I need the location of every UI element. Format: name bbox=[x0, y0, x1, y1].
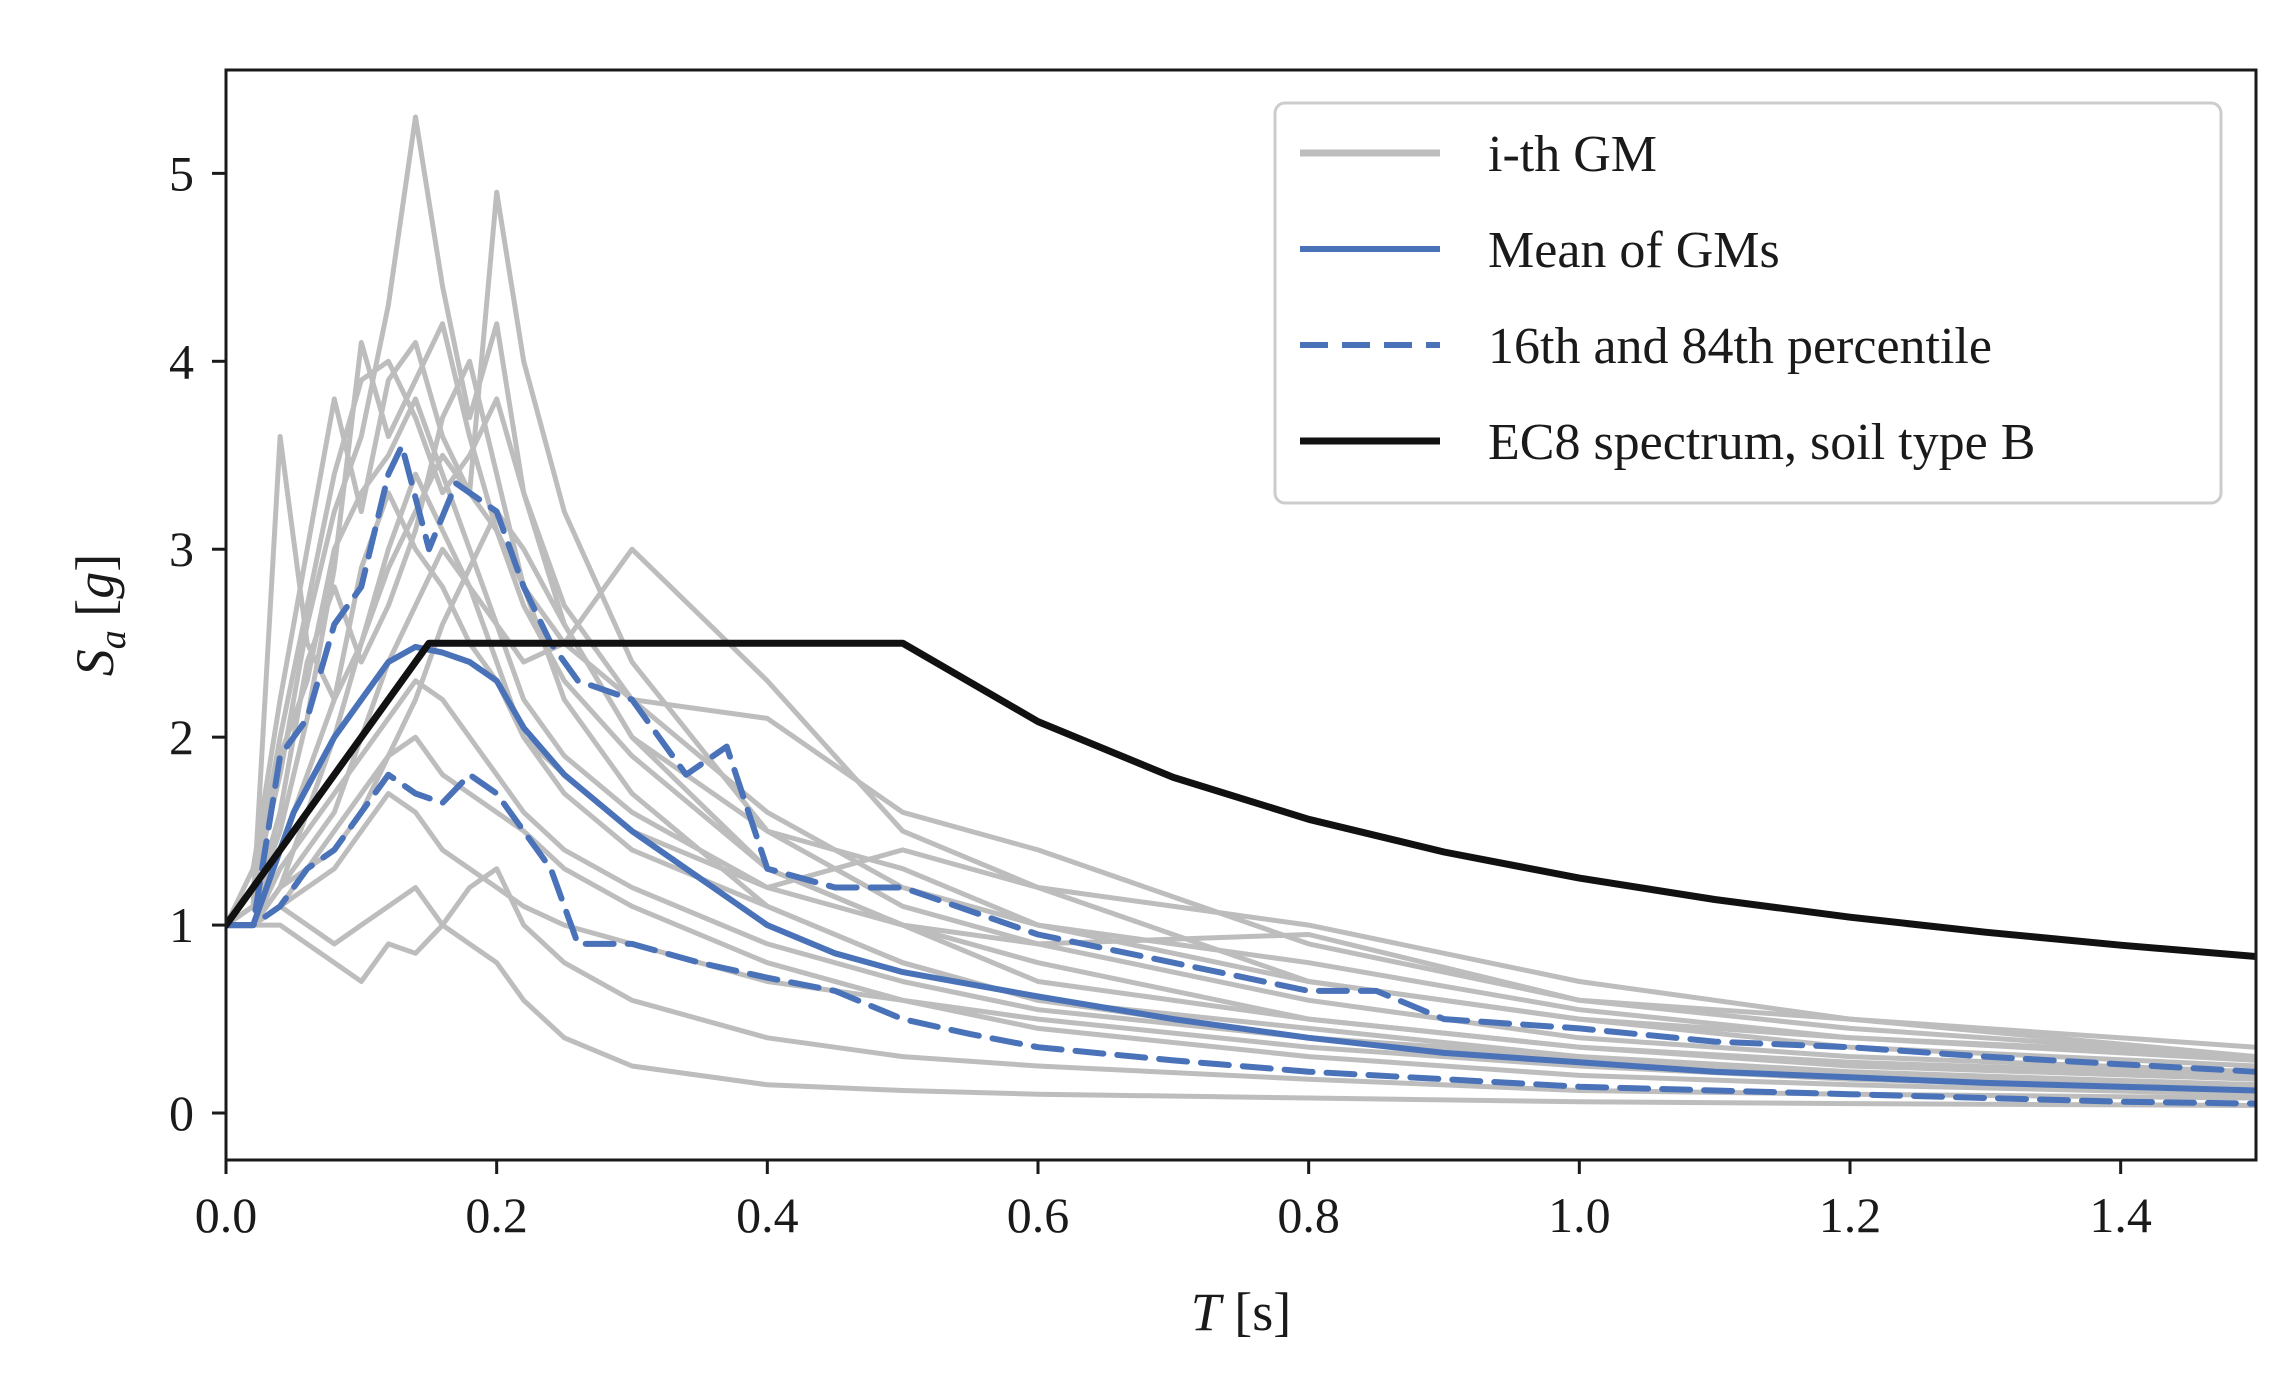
legend: i-th GM Mean of GMs 16th and 84th percen… bbox=[1273, 101, 2223, 505]
percentile-series-line-2 bbox=[226, 771, 2256, 1107]
x-tick-label: 0.6 bbox=[1007, 1187, 1070, 1243]
y-tick-label: 3 bbox=[169, 521, 194, 577]
ec8-spectrum-line bbox=[226, 639, 2256, 960]
x-tick-label: 0.8 bbox=[1277, 1187, 1340, 1243]
x-tick-label: 1.2 bbox=[1819, 1187, 1882, 1243]
legend-label-percentile: 16th and 84th percentile bbox=[1488, 318, 1992, 375]
gm-series-line-16 bbox=[226, 791, 2256, 1093]
gm-series-line-6 bbox=[226, 885, 2256, 1108]
gm-series-line-10 bbox=[226, 678, 2256, 1088]
y-axis-label: Sa [g] bbox=[65, 554, 134, 676]
x-axis-label: T [s] bbox=[1191, 1282, 1292, 1342]
x-tick-label: 0.2 bbox=[465, 1187, 528, 1243]
y-axis-ticks: 0 1 2 3 4 5 bbox=[169, 145, 226, 1141]
x-tick-label: 0.0 bbox=[195, 1187, 258, 1243]
legend-label-mean: Mean of GMs bbox=[1488, 222, 1780, 279]
legend-box bbox=[1273, 101, 2223, 505]
gm-series-line-11 bbox=[226, 546, 2256, 1050]
y-tick-label: 0 bbox=[169, 1085, 194, 1141]
x-tick-label: 1.4 bbox=[2089, 1187, 2152, 1243]
legend-label-ec8: EC8 spectrum, soil type B bbox=[1488, 414, 2035, 471]
gm-series-line-1 bbox=[226, 114, 2256, 1078]
legend-label-gm: i-th GM bbox=[1488, 126, 1657, 183]
plot-frame bbox=[224, 68, 2258, 1162]
gm-series-line-14 bbox=[226, 734, 2256, 1097]
y-tick-label: 2 bbox=[169, 709, 194, 765]
series-layer bbox=[226, 114, 2256, 1108]
mean-series-line bbox=[226, 643, 2256, 1094]
gm-series-line-9 bbox=[226, 452, 2256, 1082]
gm-series-line-2 bbox=[226, 189, 2256, 1075]
y-tick-label: 1 bbox=[169, 897, 194, 953]
x-tick-label: 1.0 bbox=[1548, 1187, 1611, 1243]
x-tick-label: 0.4 bbox=[736, 1187, 799, 1243]
gm-series-line-7 bbox=[226, 866, 2256, 1101]
y-tick-label: 4 bbox=[169, 333, 194, 389]
y-tick-label: 5 bbox=[169, 145, 194, 201]
x-axis-ticks: 0.0 0.2 0.4 0.6 0.8 1.0 1.2 1.4 bbox=[195, 1160, 2152, 1243]
gm-series-line-15 bbox=[226, 358, 2256, 1069]
percentile-series-line-1 bbox=[226, 442, 2256, 1075]
